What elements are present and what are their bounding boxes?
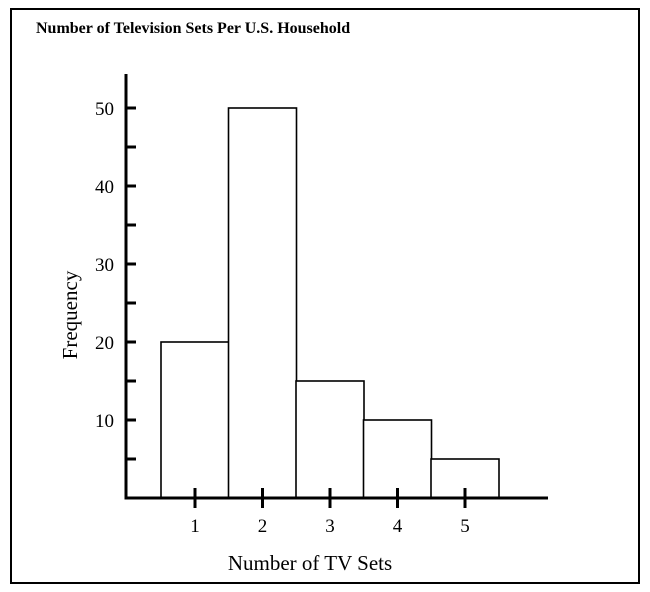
y-tick-label-40: 40 — [95, 177, 114, 198]
bar-1 — [160, 341, 230, 499]
y-tick-label-50: 50 — [95, 99, 114, 120]
x-tick-label-1: 1 — [190, 516, 200, 537]
x-axis-label: Number of TV Sets — [228, 551, 392, 575]
x-tick-label-2: 2 — [258, 516, 268, 537]
bar-4 — [362, 419, 433, 499]
bars-group — [160, 107, 500, 499]
x-tick-label-4: 4 — [393, 516, 403, 537]
labels-group: 10 20 30 40 50 1 2 3 4 5 Number of TV Sets Frequenc… — [58, 99, 470, 575]
y-tick-label-30: 30 — [95, 255, 114, 276]
bar-2 — [227, 107, 298, 499]
bar-3 — [295, 380, 365, 499]
chart-title: Number of Television Sets Per U.S. House… — [36, 20, 351, 37]
y-tick-label-20: 20 — [95, 333, 114, 354]
x-tick-label-5: 5 — [460, 516, 470, 537]
y-tick-label-10: 10 — [95, 411, 114, 432]
y-axis-label: Frequency — [58, 270, 82, 359]
x-tick-label-3: 3 — [325, 516, 335, 537]
ticks-group — [126, 106, 467, 508]
